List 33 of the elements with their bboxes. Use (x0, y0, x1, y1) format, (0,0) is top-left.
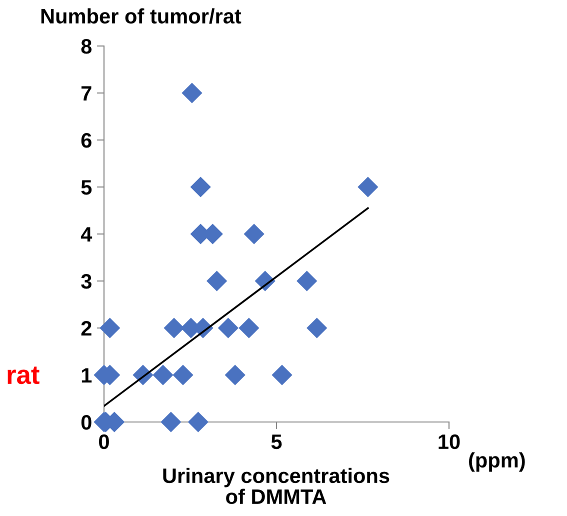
y-tick-label: 7 (82, 86, 92, 101)
point (164, 318, 184, 338)
point (160, 412, 182, 432)
point (182, 82, 202, 104)
point (272, 364, 292, 386)
point (238, 318, 260, 338)
point (190, 176, 211, 198)
y-tick-label: 6 (81, 133, 92, 148)
point (224, 364, 246, 386)
y-tick-label: 4 (80, 227, 92, 242)
y-tick-label: 1 (82, 368, 92, 383)
point (244, 224, 264, 244)
y-axis-title: Number of tumor/rat (41, 8, 242, 24)
point (296, 270, 318, 292)
point (152, 364, 174, 386)
point (100, 318, 120, 338)
point (206, 270, 228, 292)
x-tick-label: 0 (99, 434, 109, 450)
y-tick-label: 5 (81, 180, 92, 195)
x-tick-label: 5 (271, 434, 282, 450)
y-tick-label: 3 (81, 274, 92, 289)
point (188, 412, 208, 432)
y-tick-label: 0 (81, 415, 92, 430)
point (172, 364, 194, 386)
point (218, 318, 238, 338)
y-tick-label: 8 (81, 39, 92, 54)
x-tick-label: 10 (438, 434, 460, 450)
point (306, 318, 328, 338)
x-axis-title: Urinary concentrations of DMMTA (163, 468, 390, 504)
point (358, 176, 378, 198)
text: (ppm) (469, 452, 525, 472)
text: rat (8, 366, 40, 384)
y-tick-label: 2 (81, 321, 92, 336)
